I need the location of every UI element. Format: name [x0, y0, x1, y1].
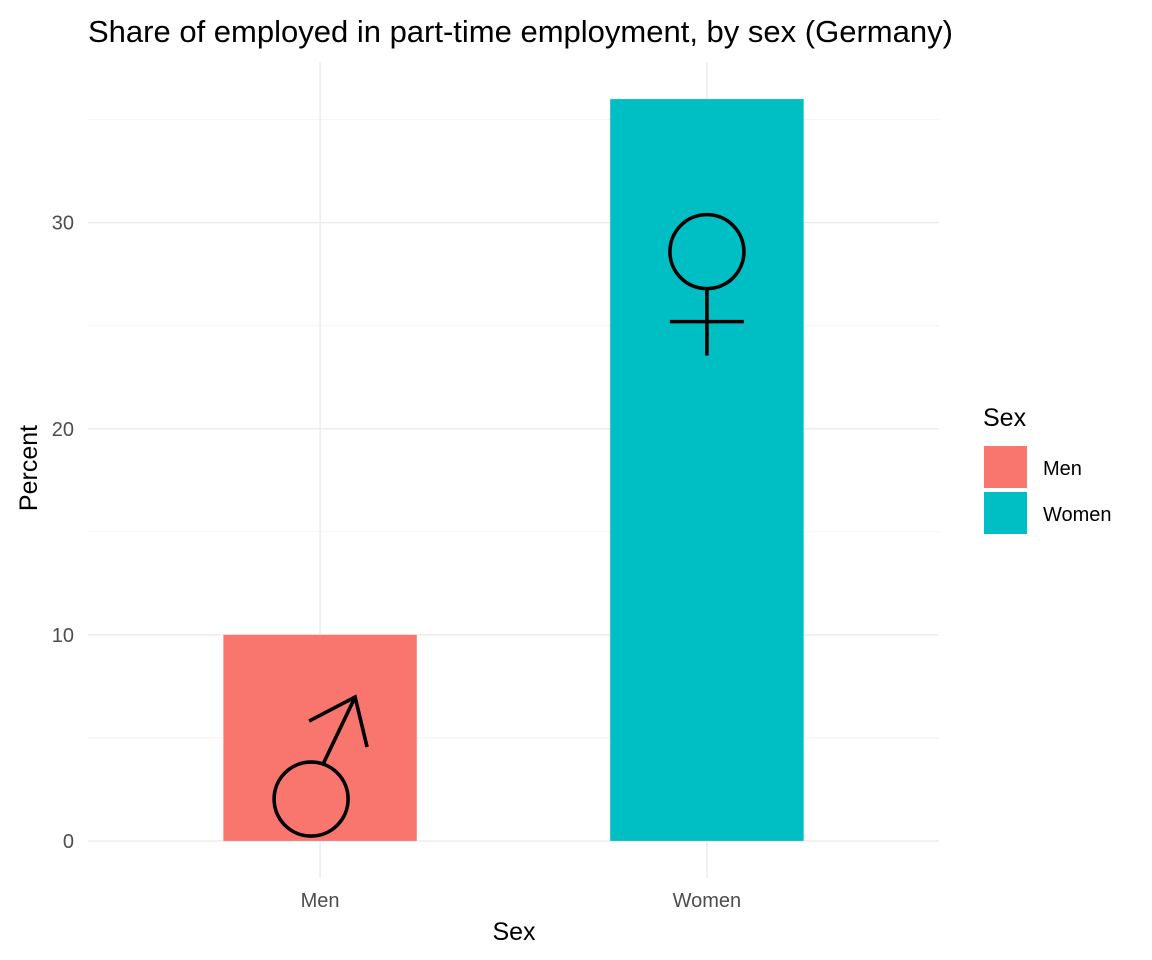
- x-tick-label: Women: [673, 890, 742, 912]
- y-tick-label: 10: [52, 625, 74, 647]
- legend-label-men: Men: [1043, 458, 1082, 480]
- legend-key-men: [984, 446, 1027, 488]
- x-axis-ticks: Men Women: [301, 890, 742, 912]
- grid-lines: [88, 62, 939, 878]
- legend-title: Sex: [983, 404, 1027, 432]
- y-tick-label: 20: [52, 419, 74, 441]
- chart-title: Share of employed in part-time employmen…: [88, 14, 953, 49]
- bar-men: [223, 634, 417, 841]
- legend: Sex Men Women: [983, 404, 1112, 534]
- legend-entries: Men Women: [984, 446, 1112, 534]
- legend-key-women: [984, 492, 1027, 534]
- x-axis-title: Sex: [492, 918, 536, 946]
- y-tick-label: 30: [52, 213, 74, 235]
- y-axis-title: Percent: [15, 425, 43, 511]
- sex-symbols: [272, 212, 746, 838]
- x-tick-label: Men: [301, 890, 340, 912]
- male-symbol-icon: [272, 694, 369, 838]
- y-tick-label: 0: [63, 831, 74, 853]
- bars: [223, 99, 804, 841]
- bar-women: [610, 99, 804, 841]
- y-axis-ticks: 0 10 20 30: [52, 213, 74, 853]
- legend-label-women: Women: [1043, 504, 1112, 526]
- female-symbol-icon: [668, 212, 746, 356]
